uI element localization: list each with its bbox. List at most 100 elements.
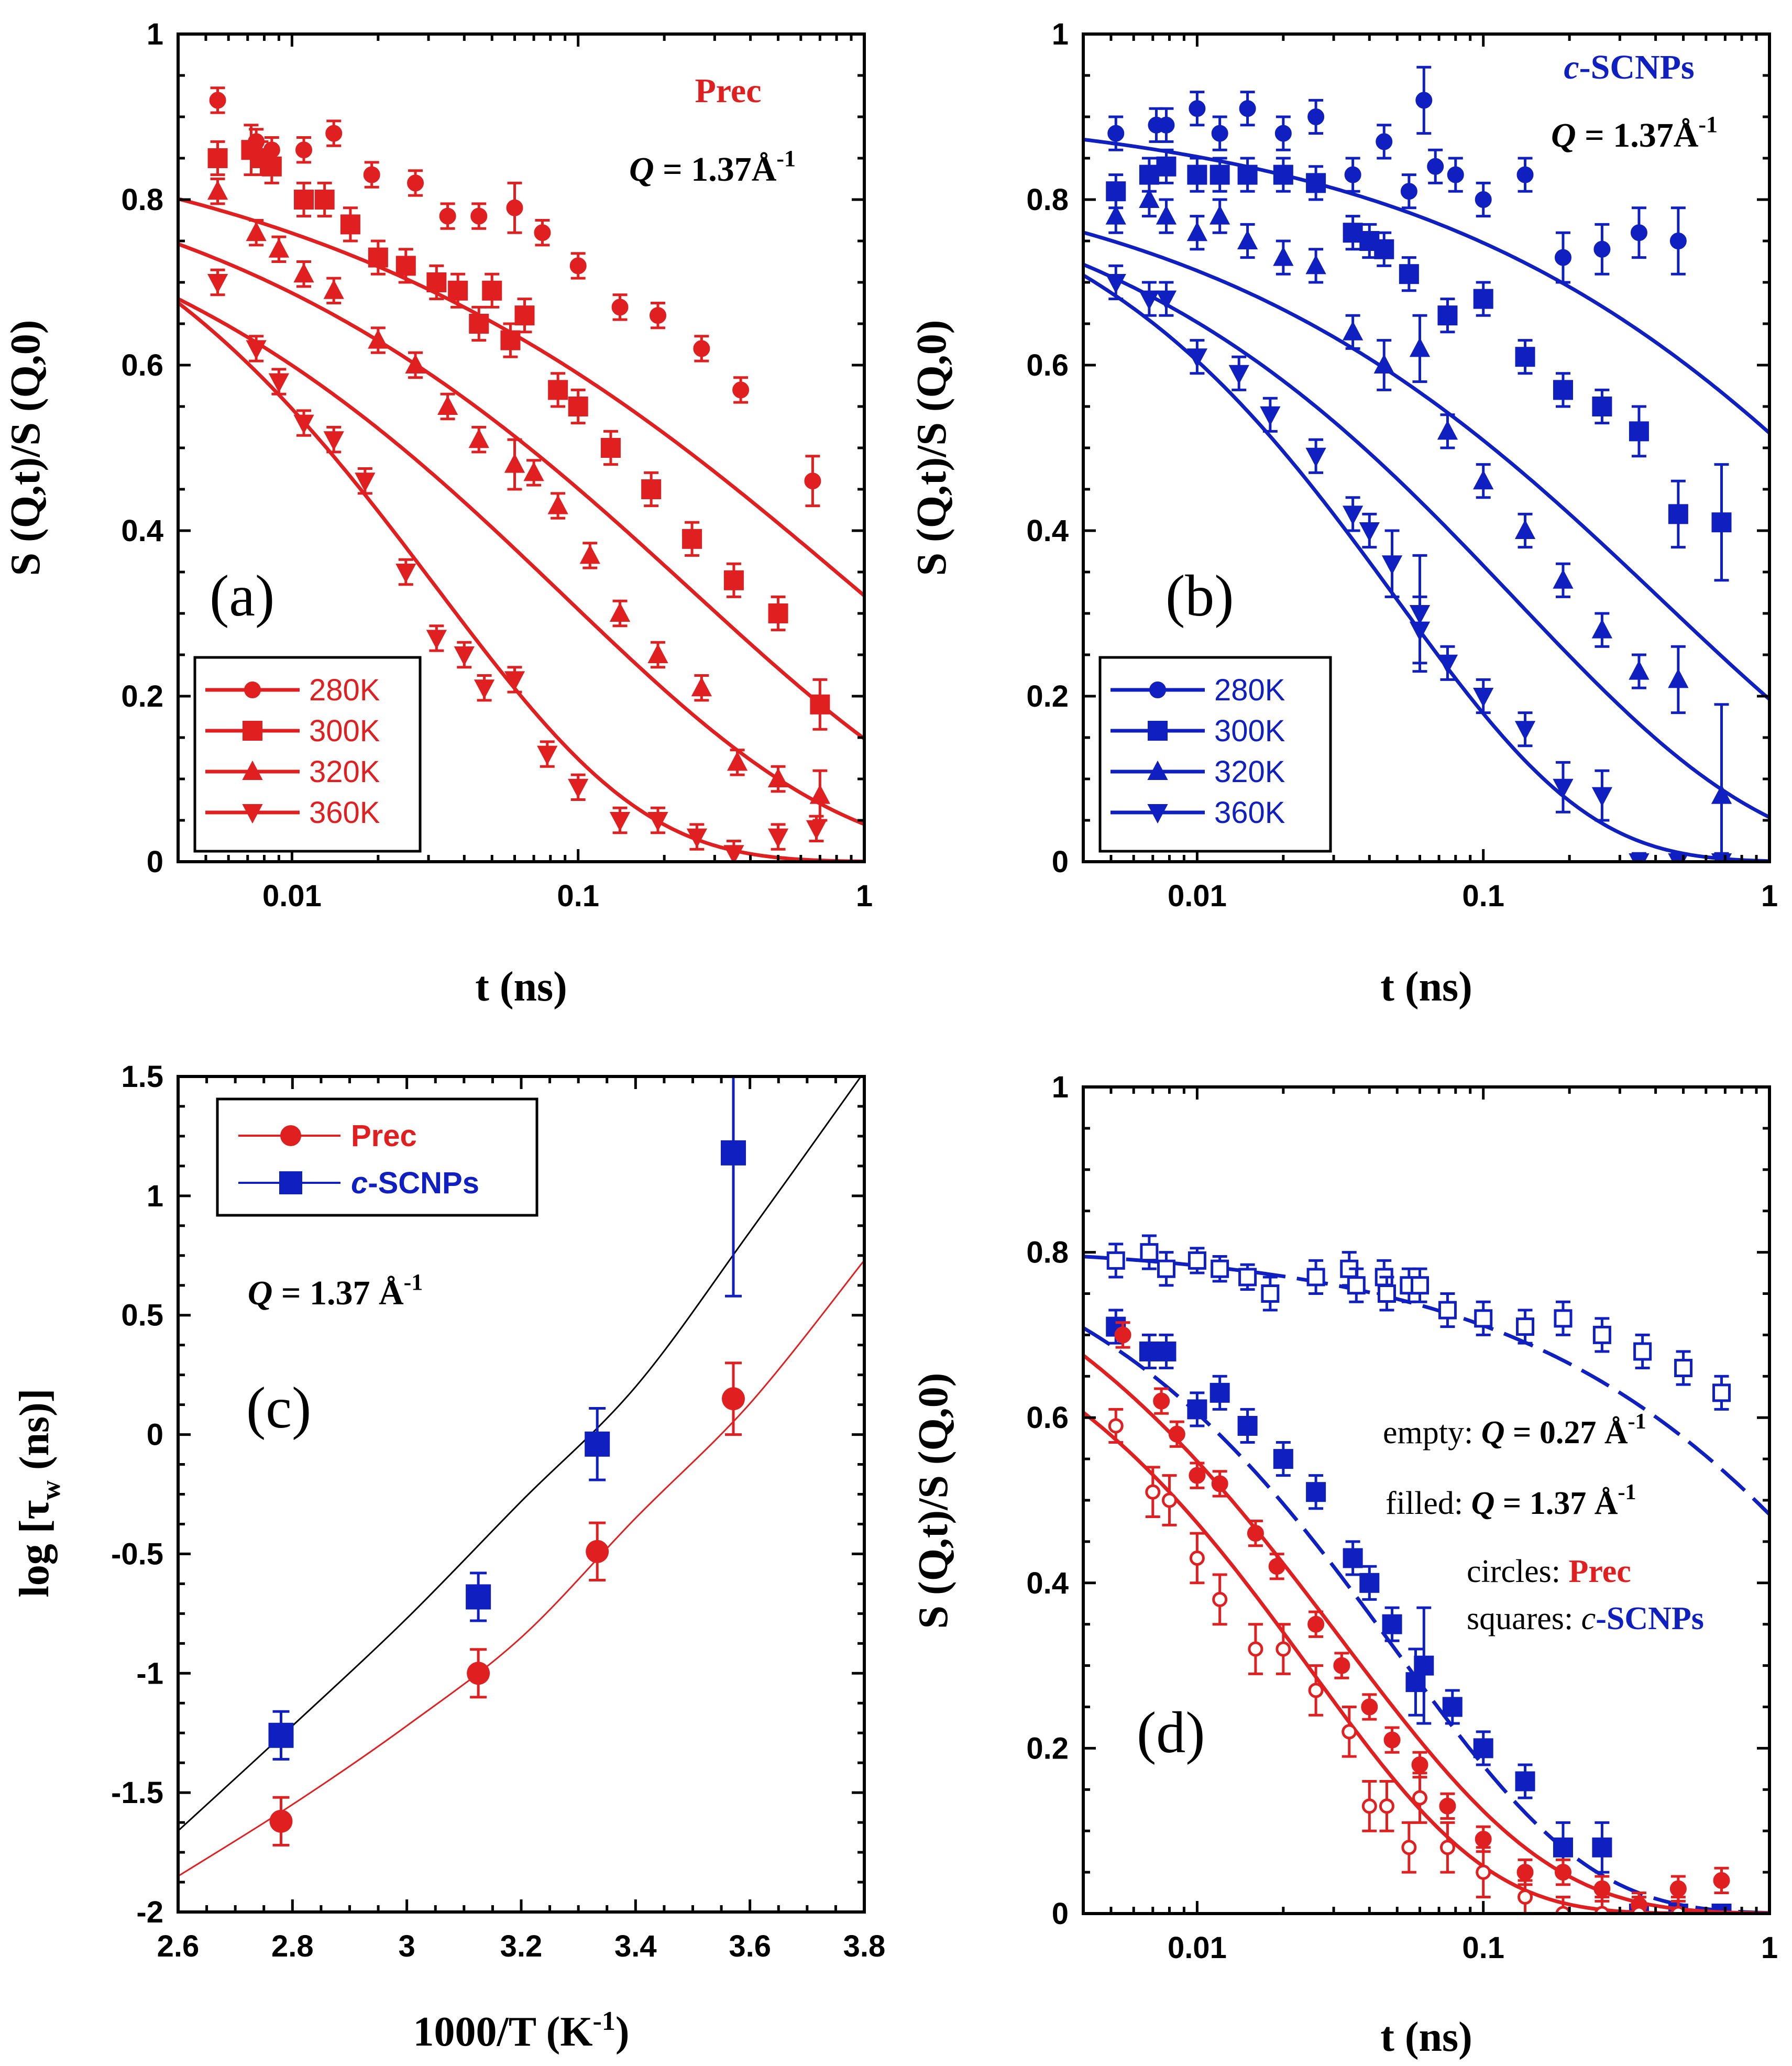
panel-d-filled-note: filled: Q = 1.37 Å-1 (1386, 1480, 1636, 1521)
d-point-c-scnps-empty-q-0-27 (1411, 1276, 1430, 1295)
d-point-prec-empty-q-0-27 (1189, 1550, 1205, 1566)
d-point-prec-empty-q-0-27 (1161, 1492, 1177, 1508)
a-point-320k (368, 329, 389, 349)
b-point-320k (1591, 619, 1613, 639)
d-point-c-scnps-filled-q-1-37 (1414, 1655, 1434, 1676)
d-point-c-scnps-filled-q-1-37 (1592, 1837, 1612, 1858)
panel-b-letter: (b) (1166, 564, 1234, 629)
b-legend-marker (1149, 682, 1166, 698)
b-point-280k (1415, 92, 1433, 109)
a-point-360k (268, 373, 290, 393)
d-ytick-label: 0.8 (1026, 1236, 1069, 1270)
b-point-280k (1189, 100, 1206, 117)
panel-d-letter: (d) (1137, 1700, 1205, 1765)
panel-a-ylabel: S (Q,t)/S (Q,0) (3, 320, 49, 576)
d-point-c-scnps-empty-q-0-27 (1516, 1317, 1535, 1336)
d-ytick-label: 0 (1052, 1897, 1069, 1931)
a-point-280k (569, 257, 587, 274)
a-legend-marker (244, 682, 261, 698)
d-point-prec-filled-q-1-37 (1411, 1756, 1428, 1773)
b-xtick-label: 0.1 (1462, 879, 1504, 913)
a-point-300k (340, 214, 360, 235)
panel-a-sample-label: Prec (695, 72, 761, 110)
a-point-280k (470, 207, 488, 225)
d-point-prec-filled-q-1-37 (1383, 1731, 1401, 1749)
d-point-prec-filled-q-1-37 (1554, 1864, 1571, 1881)
d-point-c-scnps-filled-q-1-37 (1515, 1771, 1535, 1792)
panel-c: 2.6 2.8 3 3.2 3.4 3.6 3.8-2-1.5-1-0.500.511.5 … (12, 1060, 885, 2055)
d-xtick-label: 1 (1761, 1931, 1778, 1965)
a-legend-label: 320K (309, 755, 380, 789)
b-point-300k (1711, 512, 1732, 533)
a-point-280k (534, 224, 551, 241)
b-point-300k (1273, 164, 1293, 185)
b-point-280k (1475, 191, 1492, 208)
panel-c-xlabel: 1000/T (K-1) (413, 2006, 630, 2055)
a-point-320k (647, 643, 668, 663)
a-legend-marker (242, 760, 263, 780)
d-point-c-scnps-empty-q-0-27 (1712, 1383, 1731, 1402)
d-point-c-scnps-empty-q-0-27 (1261, 1284, 1280, 1303)
b-point-280k (1307, 108, 1325, 125)
c-xtick-label: 3.6 (729, 1929, 771, 1963)
b-point-360k (1591, 787, 1613, 807)
b-point-280k (1554, 249, 1571, 266)
d-point-c-scnps-filled-q-1-37 (1382, 1614, 1402, 1634)
c-point-c-scnps (466, 1584, 491, 1610)
b-point-360k (1437, 654, 1458, 674)
a-point-280k (506, 199, 523, 216)
a-point-360k (395, 564, 416, 584)
b-ytick-label: 0.8 (1026, 183, 1069, 217)
b-point-280k (1427, 158, 1444, 175)
panel-c-q-label: Q = 1.37 Å-1 (248, 1269, 423, 1312)
a-point-320k (468, 428, 489, 448)
b-point-360k (1629, 853, 1650, 862)
a-point-280k (611, 299, 629, 316)
c-legend-marker (279, 1171, 302, 1194)
a-point-320k (323, 279, 344, 299)
panel-b-sample-label: c-SCNPs (1564, 48, 1694, 86)
d-ytick-label: 0.2 (1026, 1731, 1069, 1765)
panel-c-ticks: 2.6 2.8 3 3.2 3.4 3.6 3.8 -2 -1.5 -1 -0.5 0 0.5 1 1.5 (111, 1060, 885, 1963)
c-xtick-label: 2.6 (157, 1929, 200, 1963)
a-point-320k (268, 238, 290, 258)
b-ytick-label: 0 (1052, 845, 1069, 879)
a-point-280k (363, 166, 380, 183)
d-ytick-label: 1 (1052, 1070, 1069, 1104)
a-legend-label: 360K (309, 796, 380, 830)
b-ytick-label: 0.6 (1026, 348, 1069, 382)
d-xtick-label: 0.1 (1462, 1931, 1504, 1965)
b-point-300k (1306, 173, 1326, 193)
b-point-300k (1187, 164, 1207, 185)
c-legend-label: Prec (351, 1119, 417, 1153)
a-point-320k (727, 751, 748, 771)
b-point-300k (1237, 164, 1258, 185)
a-ytick-label: 0.6 (121, 348, 163, 382)
b-point-320k (1409, 337, 1431, 357)
a-legend-marker (242, 804, 263, 824)
d-point-prec-empty-q-0-27 (1108, 1418, 1124, 1434)
a-ytick-label: 0.4 (121, 514, 163, 548)
b-point-320k (1553, 569, 1574, 589)
a-ytick-label: 1 (147, 17, 163, 51)
a-point-300k (426, 272, 447, 292)
d-point-prec-filled-q-1-37 (1114, 1326, 1131, 1344)
a-point-300k (568, 397, 588, 416)
a-point-300k (261, 156, 282, 177)
d-point-c-scnps-empty-q-0-27 (1306, 1268, 1325, 1287)
b-point-320k (1711, 784, 1732, 804)
a-point-280k (209, 92, 226, 109)
b-point-360k (1260, 406, 1281, 426)
b-xtick-label: 0.01 (1168, 879, 1227, 913)
b-fit-300k (1083, 230, 1769, 701)
b-point-280k (1344, 166, 1361, 183)
d-point-prec-empty-q-0-27 (1518, 1889, 1533, 1905)
a-point-320k (767, 767, 789, 787)
b-point-320k (1139, 188, 1160, 208)
c-point-prec (722, 1387, 745, 1411)
a-point-360k (246, 340, 267, 360)
a-point-360k (293, 414, 314, 434)
panel-b-xlabel: t (ns) (1380, 964, 1472, 1010)
a-fit-280k (178, 197, 864, 597)
